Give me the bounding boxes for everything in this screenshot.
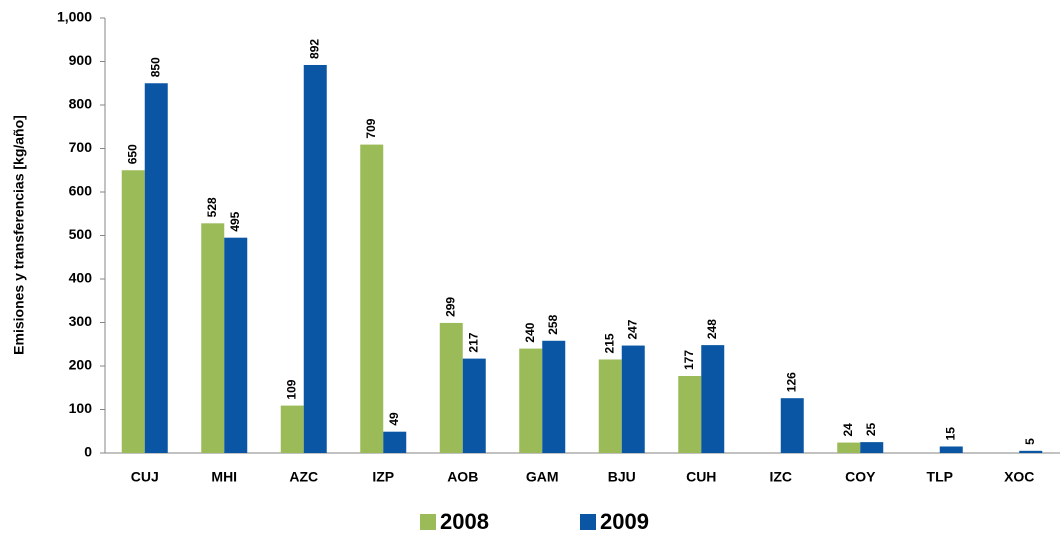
y-tick-label: 800 [69, 96, 93, 112]
data-label: 109 [284, 379, 298, 399]
x-tick-label: CUJ [131, 469, 159, 485]
bar [621, 345, 645, 453]
x-tick-label: BJU [608, 469, 636, 485]
x-tick-label: AZC [289, 469, 318, 485]
bar [1019, 450, 1043, 453]
bar [542, 340, 566, 453]
data-label: 15 [943, 427, 957, 441]
y-tick-label: 200 [69, 357, 93, 373]
y-tick-label: 700 [69, 139, 93, 155]
x-tick-label: MHI [211, 469, 237, 485]
x-tick-label: XOC [1004, 469, 1034, 485]
data-label: 258 [546, 314, 560, 334]
bar [224, 237, 248, 453]
bar [598, 359, 622, 453]
data-label: 850 [148, 57, 162, 77]
data-label: 650 [125, 144, 139, 164]
data-label: 24 [841, 423, 855, 437]
y-tick-label: 1,000 [57, 9, 92, 25]
data-label: 892 [307, 39, 321, 59]
x-tick-label: GAM [526, 469, 559, 485]
bar [780, 398, 804, 453]
legend-swatch [420, 514, 436, 530]
bar [360, 144, 384, 453]
x-tick-label: COY [845, 469, 876, 485]
data-label: 126 [784, 372, 798, 392]
x-tick-label: CUH [686, 469, 716, 485]
x-tick-label: IZP [372, 469, 394, 485]
y-tick-label: 100 [69, 400, 93, 416]
bar [701, 345, 725, 453]
data-label: 5 [1023, 438, 1037, 445]
bar [939, 446, 963, 453]
data-label: 49 [387, 412, 401, 426]
bar [837, 442, 861, 453]
bar [144, 83, 168, 453]
x-tick-label: TLP [927, 469, 953, 485]
bar [678, 376, 702, 453]
x-tick-label: IZC [769, 469, 792, 485]
data-label: 247 [625, 319, 639, 339]
bar [303, 64, 327, 453]
bar [439, 322, 463, 453]
data-label: 177 [682, 350, 696, 370]
y-axis-label: Emisiones y transferencias [kg/año] [11, 115, 27, 355]
y-tick-label: 300 [69, 313, 93, 329]
bar [519, 348, 543, 453]
legend-swatch [580, 514, 596, 530]
data-label: 25 [864, 422, 878, 436]
y-tick-label: 600 [69, 183, 93, 199]
y-tick-label: 0 [84, 444, 92, 460]
data-label: 299 [443, 297, 457, 317]
data-label: 240 [523, 322, 537, 342]
x-tick-label: AOB [447, 469, 478, 485]
bar [860, 442, 884, 453]
data-label: 495 [228, 211, 242, 231]
data-label: 217 [466, 332, 480, 352]
data-label: 709 [364, 118, 378, 138]
bar [121, 170, 145, 453]
legend-label: 2009 [600, 509, 649, 533]
y-tick-label: 500 [69, 226, 93, 242]
y-tick-label: 900 [69, 52, 93, 68]
data-label: 215 [602, 333, 616, 353]
legend-label: 2008 [440, 509, 489, 533]
bar [280, 405, 304, 453]
data-label: 528 [205, 197, 219, 217]
data-label: 248 [705, 319, 719, 339]
bar [383, 431, 407, 453]
bar [462, 358, 486, 453]
y-tick-label: 400 [69, 270, 93, 286]
bar [201, 223, 225, 453]
